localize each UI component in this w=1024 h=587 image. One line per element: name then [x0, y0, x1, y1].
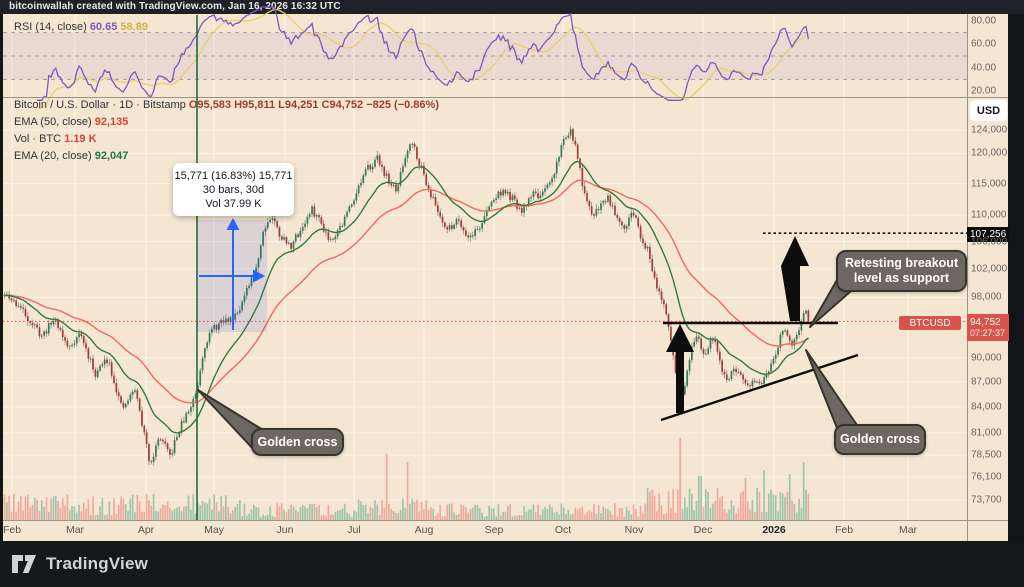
- price-axis-tick: 78,500: [971, 449, 1002, 461]
- golden-cross-right-text: Golden cross: [840, 432, 920, 446]
- analyst-annotations: [660, 232, 967, 422]
- currency-label: USD: [976, 104, 1001, 117]
- price-axis-tick: 115,000: [971, 178, 1007, 190]
- golden-cross-left-text: Golden cross: [257, 434, 338, 449]
- volume-legend[interactable]: Vol · BTC 1.19 K: [14, 133, 97, 145]
- ema50-label: EMA (50, close): [14, 116, 92, 128]
- time-axis-tick: Mar: [65, 524, 85, 536]
- price-axis-tick: 106,000: [971, 236, 1008, 248]
- ema50-legend[interactable]: EMA (50, close) 92,135: [14, 116, 128, 128]
- price-axis-tick: 76,100: [971, 471, 1002, 483]
- ema20-value: 92,047: [94, 150, 129, 162]
- ohlc-values: O95,583 H95,811 L94,251 C94,752 −825 (−0…: [188, 99, 439, 111]
- ema20-line: [4, 160, 809, 434]
- retest-callout[interactable]: Retesting breakout level as support: [836, 250, 967, 292]
- time-axis-tick: May: [204, 524, 224, 536]
- target-price-text: 107,256: [970, 229, 1007, 240]
- time-axis-tick: Mar: [898, 524, 918, 536]
- time-axis-tick: Jul: [347, 524, 361, 536]
- price-axis-tick: 120,000: [971, 147, 1008, 159]
- volume-bars: [3, 438, 810, 520]
- time-axis-tick: Feb: [834, 524, 854, 536]
- symbol-legend[interactable]: Bitcoin / U.S. Dollar · 1D · Bitstamp O9…: [14, 99, 439, 111]
- last-price-label: 94,752 07:27:37: [967, 314, 1009, 341]
- time-axis-tick: 2026: [762, 524, 786, 536]
- golden-cross-callout-right[interactable]: Golden cross: [834, 424, 926, 455]
- rsi-band: [3, 32, 967, 80]
- volume-value: 1.19 K: [64, 133, 97, 145]
- time-axis-tick: Dec: [693, 524, 713, 536]
- rsi-ma-value: 58.89: [120, 21, 148, 33]
- measure-change: 15,771 (16.83%) 15,771: [174, 169, 293, 182]
- measure-bars: 30 bars, 30d: [202, 183, 265, 196]
- time-axis-tick: Apr: [137, 524, 155, 536]
- time-axis-tick: Oct: [554, 524, 572, 536]
- candles: [3, 125, 810, 466]
- price-axis-tick: 84,000: [971, 401, 1002, 413]
- time-axis-tick: Nov: [624, 524, 644, 536]
- price-axis-tick: 90,000: [971, 352, 1002, 364]
- ema50-line: [4, 179, 809, 404]
- bar-countdown: 07:27:37: [970, 328, 1006, 339]
- time-axis-tick: Feb: [2, 524, 22, 536]
- price-axis-tick: 124,000: [971, 124, 1008, 136]
- ema20-legend[interactable]: EMA (20, close) 92,047: [14, 150, 128, 162]
- price-axis-tick: 110,000: [971, 209, 1007, 221]
- measure-volume: Vol 37.99 K: [205, 197, 262, 210]
- price-axis-tick: 102,000: [971, 263, 1008, 275]
- rsi-legend[interactable]: RSI (14, close) 60.65 58.89: [14, 21, 148, 33]
- rsi-axis-tick: 80.00: [971, 15, 997, 27]
- golden-cross-callout-left[interactable]: Golden cross: [251, 428, 344, 456]
- ema50-value: 92,135: [94, 116, 129, 128]
- currency-toggle-button[interactable]: USD: [970, 100, 1007, 121]
- rsi-value: 60.65: [89, 21, 118, 33]
- measure-tooltip: 15,771 (16.83%) 15,771 30 bars, 30d Vol …: [173, 163, 294, 216]
- time-axis-tick: Sep: [484, 524, 504, 536]
- last-price-text: 94,752: [970, 316, 1001, 328]
- rsi-axis-tick: 20.00: [971, 85, 997, 97]
- pane-borders: [3, 14, 1008, 541]
- price-axis-tick: 81,000: [971, 427, 1002, 439]
- time-axis-tick: Jun: [276, 524, 294, 536]
- retest-text-line1: Retesting breakout: [844, 256, 959, 270]
- price-axis-tick: 98,000: [971, 291, 1002, 303]
- symbol-flag-text: BTCUSD: [909, 317, 951, 329]
- ema20-label: EMA (20, close): [14, 150, 92, 162]
- measure-tool: [197, 218, 267, 332]
- rsi-axis-tick: 40.00: [971, 62, 997, 74]
- time-axis-tick: Aug: [414, 524, 434, 536]
- rsi-axis-tick: 60.00: [971, 38, 997, 50]
- tradingview-logo-icon[interactable]: [11, 553, 37, 575]
- price-axis-tick: 87,000: [971, 376, 1002, 388]
- volume-label: Vol · BTC: [14, 133, 62, 145]
- tradingview-brand-text[interactable]: TradingView: [46, 554, 149, 573]
- symbol-price-flag: BTCUSD: [899, 316, 961, 330]
- retest-text-line2: level as support: [853, 271, 950, 285]
- target-price-label: 107,256: [967, 227, 1009, 242]
- attribution-text: bitcoinwallah created with TradingView.c…: [9, 1, 341, 12]
- symbol-title: Bitcoin / U.S. Dollar · 1D · Bitstamp: [14, 99, 186, 111]
- rsi-label: RSI (14, close): [14, 21, 87, 33]
- price-axis-tick: 73,700: [971, 494, 1002, 506]
- footer-bar: TradingView: [0, 541, 1024, 587]
